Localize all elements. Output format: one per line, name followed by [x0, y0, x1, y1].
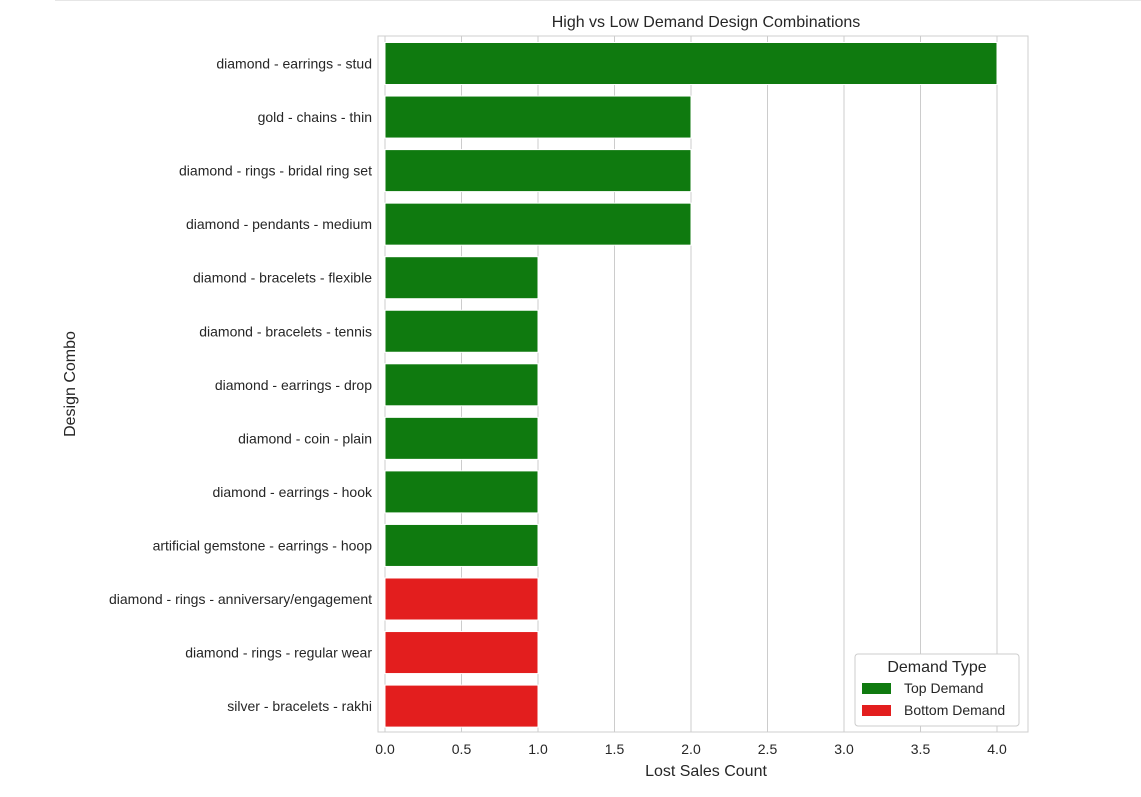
- bar: [384, 95, 692, 139]
- bar: [384, 416, 539, 460]
- y-tick-label: diamond - bracelets - tennis: [199, 323, 372, 339]
- y-tick-label: diamond - rings - regular wear: [185, 645, 372, 661]
- legend-label-bottom-demand: Bottom Demand: [904, 702, 1005, 718]
- bar: [384, 42, 998, 85]
- bar: [384, 202, 692, 246]
- y-tick-label: diamond - earrings - hook: [212, 484, 373, 500]
- x-tick-label: 0.0: [375, 741, 395, 757]
- legend-title: Demand Type: [887, 659, 986, 676]
- y-tick-label: diamond - bracelets - flexible: [193, 270, 372, 286]
- bar: [384, 577, 539, 621]
- legend: Demand Type Top Demand Bottom Demand: [854, 653, 1020, 727]
- legend-swatch-top-demand: [862, 683, 891, 694]
- y-tick-label: diamond - pendants - medium: [186, 216, 372, 232]
- y-tick-label: diamond - rings - anniversary/engagement: [109, 591, 372, 607]
- y-tick-label: gold - chains - thin: [258, 109, 372, 125]
- chart-title: High vs Low Demand Design Combinations: [552, 14, 861, 31]
- legend-box: [854, 653, 1020, 727]
- x-tick-label: 1.5: [605, 741, 625, 757]
- top-rule: [55, 0, 1141, 1]
- legend-label-top-demand: Top Demand: [904, 680, 983, 696]
- y-tick-label: diamond - coin - plain: [238, 430, 372, 446]
- bar: [384, 363, 539, 407]
- y-tick-labels: diamond - earrings - stud gold - chains -…: [109, 56, 373, 715]
- x-tick-label: 3.0: [834, 741, 854, 757]
- bar: [384, 309, 539, 353]
- x-tick-label: 0.5: [452, 741, 472, 757]
- y-tick-label: diamond - rings - bridal ring set: [179, 163, 372, 179]
- y-axis-label: Design Combo: [62, 331, 79, 437]
- bar: [384, 470, 539, 514]
- x-tick-label: 2.5: [758, 741, 778, 757]
- y-tick-label: diamond - earrings - stud: [216, 56, 372, 72]
- bar: [384, 256, 539, 300]
- y-tick-label: artificial gemstone - earrings - hoop: [153, 537, 373, 553]
- bar: [384, 523, 539, 567]
- x-tick-label: 3.5: [911, 741, 931, 757]
- x-tick-label: 2.0: [681, 741, 701, 757]
- bars: [384, 42, 998, 728]
- x-tick-label: 4.0: [987, 741, 1007, 757]
- x-tick-label: 1.0: [528, 741, 548, 757]
- bar: [384, 631, 539, 675]
- y-tick-label: silver - bracelets - rakhi: [227, 698, 372, 714]
- bar: [384, 684, 539, 728]
- x-tick-labels: 0.0 0.5 1.0 1.5 2.0 2.5 3.0 3.5 4.0: [375, 741, 1007, 757]
- bar: [384, 149, 692, 193]
- x-axis-label: Lost Sales Count: [645, 763, 767, 780]
- y-tick-label: diamond - earrings - drop: [215, 377, 372, 393]
- legend-swatch-bottom-demand: [862, 705, 891, 716]
